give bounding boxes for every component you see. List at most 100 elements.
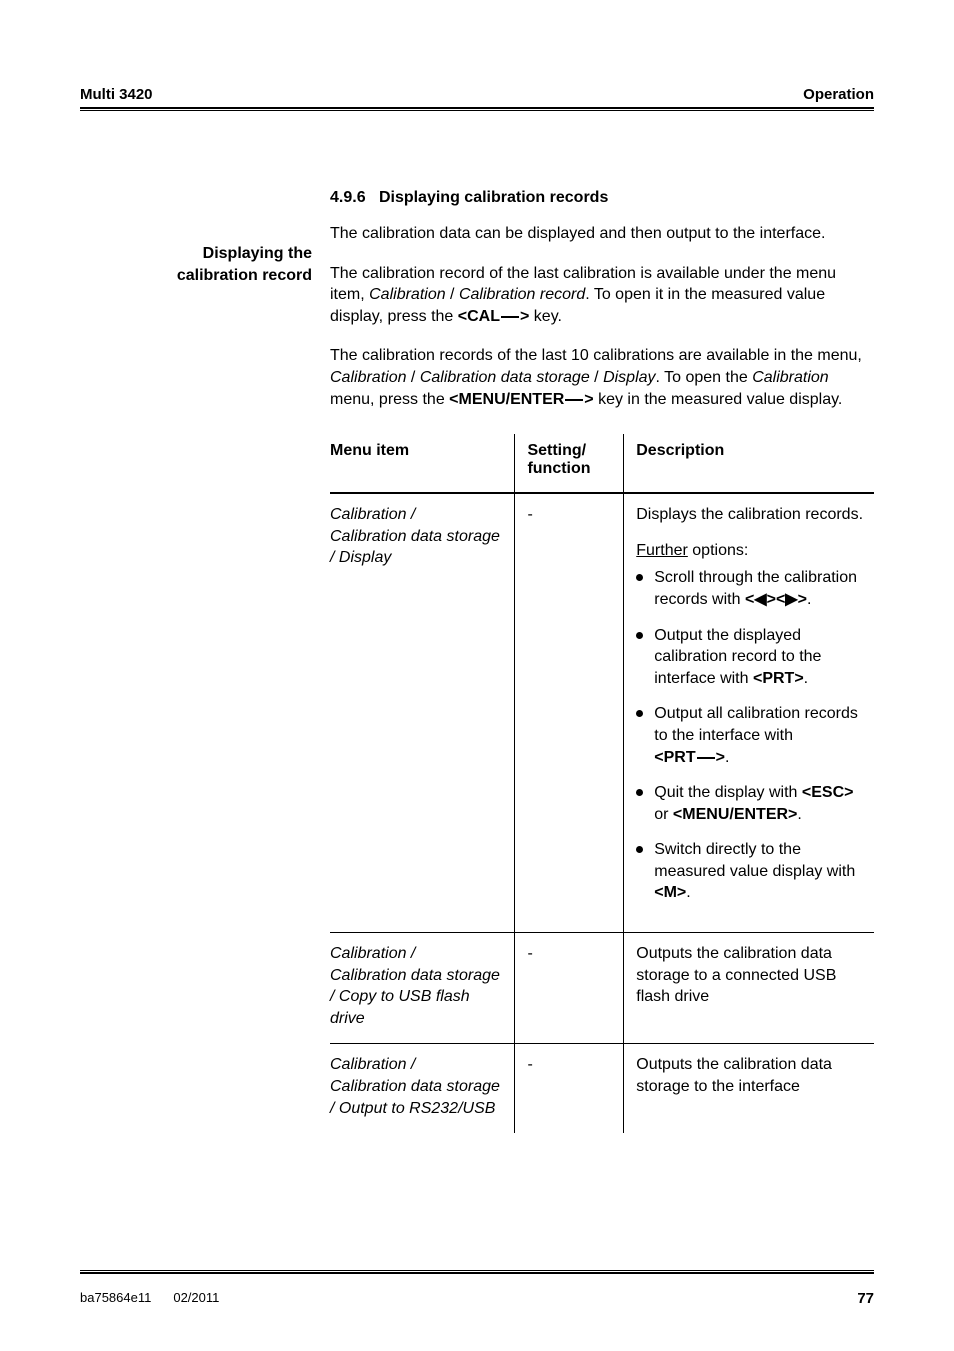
section-title: Displaying calibration records	[379, 189, 608, 206]
paragraph-1: The calibration record of the last calib…	[330, 263, 874, 328]
th-menu-item: Menu item	[330, 434, 515, 493]
menu-table: Menu item Setting/ function Description …	[330, 434, 874, 1133]
p2-text-c: menu, press the	[330, 391, 449, 408]
cal-key-open: <CAL	[458, 308, 500, 325]
li2-key-open: <PRT	[654, 749, 695, 766]
r0-further-label: Further	[636, 542, 688, 559]
li3-key1: <ESC>	[802, 784, 854, 801]
cell-description: Displays the calibration records. Furthe…	[624, 493, 874, 932]
li3-end: .	[797, 806, 801, 823]
li1-key: <PRT>	[753, 670, 804, 687]
content-row: Displaying the calibration record 4.9.6 …	[80, 189, 874, 1133]
margin-label-l1: Displaying the	[203, 245, 312, 262]
footer-row: ba75864e11 02/2011 77	[80, 1290, 874, 1307]
menu-enter-key: <MENU/ENTER >	[449, 391, 593, 408]
th-setting: Setting/ function	[515, 434, 624, 493]
cell-menu-item: Calibration / Calibration data storage /…	[330, 493, 515, 932]
p1-slash: /	[446, 286, 459, 303]
table-row: Calibration / Calibration data storage /…	[330, 1044, 874, 1133]
p1-ital-2: Calibration record	[459, 286, 585, 303]
page-footer: ba75864e11 02/2011 77	[80, 1270, 874, 1307]
section-heading: 4.9.6 Displaying calibration records	[330, 189, 874, 207]
th-description: Description	[624, 434, 874, 493]
p2-ital-2: Calibration data storage	[420, 369, 590, 386]
margin-label-l2: calibration record	[177, 267, 312, 284]
th-setting-a: Setting/	[527, 442, 586, 459]
footer-rule-thick	[80, 1272, 874, 1274]
footer-rule-thin	[80, 1270, 874, 1271]
li3-key2: <MENU/ENTER>	[673, 806, 797, 823]
header-right: Operation	[803, 86, 874, 103]
cal-key-underline	[501, 316, 519, 318]
li4-text: Switch directly to the measured value di…	[654, 841, 855, 880]
prt-long-key: <PRT >	[654, 749, 725, 766]
li2-key-underline	[697, 757, 715, 759]
r0-further: Further options:	[636, 540, 864, 562]
p2-ital-4: Calibration	[752, 369, 828, 386]
li3-text: Quit the display with	[654, 784, 802, 801]
r1-c1a: Calibration /	[330, 945, 415, 962]
cell-description: Outputs the calibration data storage to …	[624, 933, 874, 1044]
r0-desc-lead: Displays the calibration records.	[636, 504, 864, 526]
cal-key-close: >	[520, 308, 529, 325]
paragraph-2: The calibration records of the last 10 c…	[330, 345, 874, 410]
cell-setting: -	[515, 1044, 624, 1133]
list-item: Output the displayed calibration record …	[636, 625, 864, 690]
li4-key: <M>	[654, 884, 686, 901]
r0-further-rest: options:	[688, 542, 748, 559]
side-column: Displaying the calibration record	[80, 189, 330, 1133]
header-left: Multi 3420	[80, 86, 153, 103]
main-column: 4.9.6 Displaying calibration records The…	[330, 189, 874, 1133]
cell-menu-item: Calibration / Calibration data storage /…	[330, 933, 515, 1044]
list-item: Quit the display with <ESC> or <MENU/ENT…	[636, 782, 864, 825]
footer-left: ba75864e11 02/2011	[80, 1290, 219, 1307]
p2-ital-3: Display	[603, 369, 655, 386]
menu-enter-key-open: <MENU/ENTER	[449, 391, 564, 408]
options-list: Scroll through the calibration records w…	[636, 567, 864, 904]
p2-text-d: key in the measured value display.	[594, 391, 843, 408]
li2-end: .	[725, 749, 729, 766]
p1-ital-1: Calibration	[369, 286, 445, 303]
li2-key-close: >	[716, 749, 725, 766]
table-header-row: Menu item Setting/ function Description	[330, 434, 874, 493]
table-row: Calibration / Calibration data storage /…	[330, 493, 874, 932]
r2-c1b: Calibration data storage / Output to RS2…	[330, 1078, 500, 1117]
footer-date: 02/2011	[173, 1290, 219, 1307]
r1-c1b: Calibration data storage / Copy to USB f…	[330, 967, 500, 1027]
li4-end: .	[686, 884, 690, 901]
intro-paragraph: The calibration data can be displayed an…	[330, 223, 874, 245]
table-row: Calibration / Calibration data storage /…	[330, 933, 874, 1044]
cell-menu-item: Calibration / Calibration data storage /…	[330, 1044, 515, 1133]
p2-text-b: . To open the	[656, 369, 753, 386]
r0-c1b: Calibration data storage / Display	[330, 528, 500, 567]
p2-ital-1: Calibration	[330, 369, 406, 386]
li1-end: .	[804, 670, 808, 687]
p2-slash-2: /	[590, 369, 603, 386]
r0-c1a: Calibration /	[330, 506, 415, 523]
menu-enter-key-close: >	[584, 391, 593, 408]
li0-end: .	[807, 591, 811, 608]
p2-text-a: The calibration records of the last 10 c…	[330, 347, 862, 364]
page: Multi 3420 Operation Displaying the cali…	[0, 0, 954, 1351]
li3-mid: or	[654, 806, 673, 823]
p1-text-c: key.	[529, 308, 562, 325]
li0-key: <◀><▶>	[745, 591, 807, 608]
margin-label: Displaying the calibration record	[80, 243, 312, 286]
page-header: Multi 3420 Operation	[80, 86, 874, 103]
header-rule-thick	[80, 107, 874, 109]
th-setting-b: function	[527, 460, 590, 477]
section-number: 4.9.6	[330, 189, 366, 206]
page-number: 77	[857, 1290, 874, 1307]
cell-description: Outputs the calibration data storage to …	[624, 1044, 874, 1133]
footer-doc: ba75864e11	[80, 1290, 151, 1307]
cell-setting: -	[515, 933, 624, 1044]
p2-slash-1: /	[406, 369, 419, 386]
cal-key: <CAL >	[458, 308, 530, 325]
cell-setting: -	[515, 493, 624, 932]
list-item: Output all calibration records to the in…	[636, 703, 864, 768]
list-item: Scroll through the calibration records w…	[636, 567, 864, 610]
menu-enter-key-underline	[565, 399, 583, 401]
header-rule-thin	[80, 110, 874, 111]
list-item: Switch directly to the measured value di…	[636, 839, 864, 904]
r2-c1a: Calibration /	[330, 1056, 415, 1073]
